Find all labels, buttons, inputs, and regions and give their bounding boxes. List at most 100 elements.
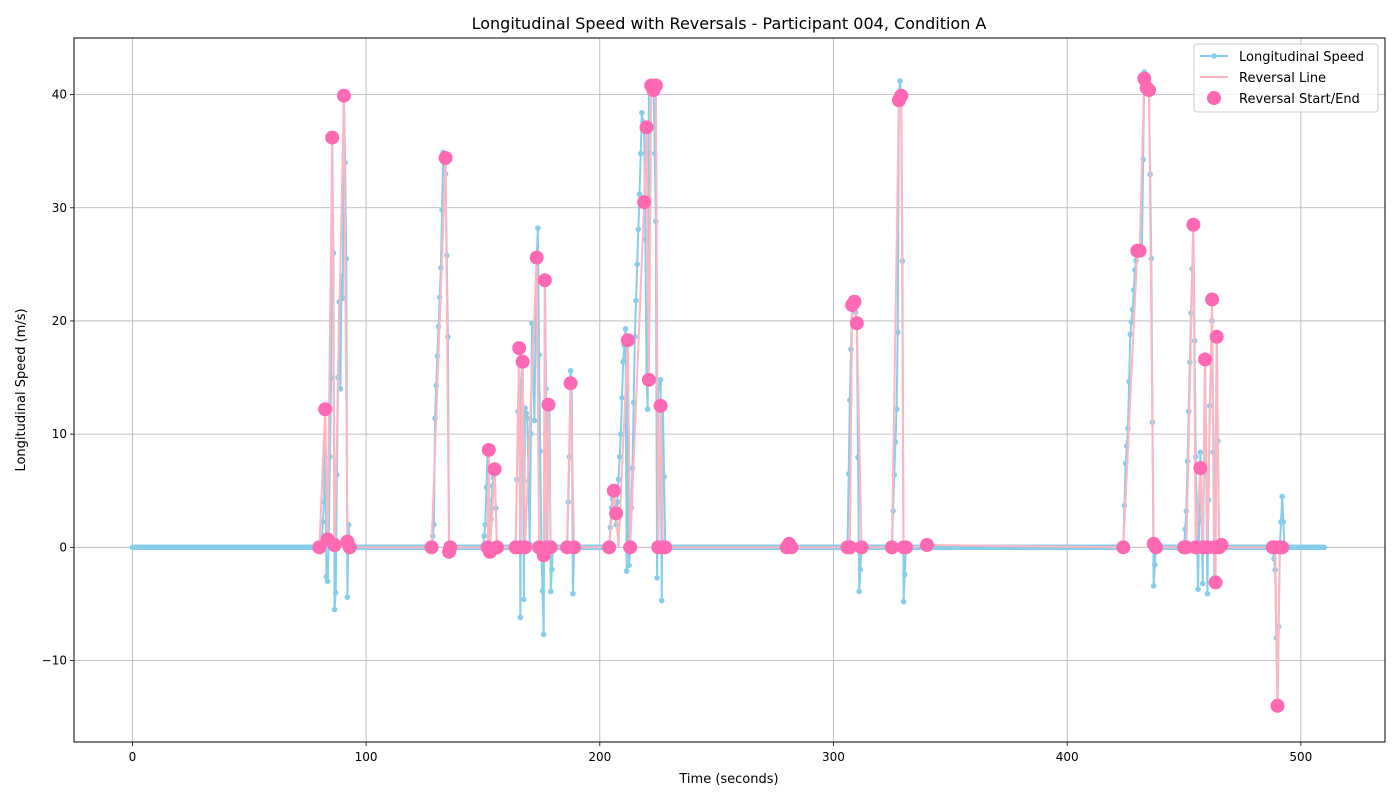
legend-reversal-line-label: Reversal Line (1239, 71, 1326, 86)
reversal-marker (602, 540, 617, 555)
speed-point (1150, 583, 1157, 589)
reversal-marker (620, 333, 635, 348)
speed-point (897, 78, 903, 84)
reversal-marker (1208, 575, 1223, 590)
reversal-marker (639, 120, 654, 135)
speed-point (339, 295, 346, 302)
x-tick-label: 0 (129, 750, 137, 764)
reversal-marker (1116, 540, 1131, 555)
speed-point (1204, 590, 1211, 597)
reversal-marker (325, 130, 340, 145)
legend-reversal-marker-swatch (1207, 91, 1221, 105)
reversal-marker (489, 540, 504, 555)
speed-point (635, 226, 642, 233)
reversal-marker (653, 398, 668, 413)
y-axis-label: Longitudinal Speed (m/s) (14, 308, 29, 471)
speed-point (481, 533, 487, 539)
speed-point (622, 326, 629, 332)
speed-point (856, 588, 862, 595)
legend-speed-swatch-marker (1211, 53, 1217, 59)
y-tick-label: −10 (42, 654, 67, 668)
x-tick-label: 300 (822, 750, 845, 764)
speed-point (618, 431, 624, 437)
x-axis-label: Time (seconds) (678, 772, 778, 787)
reversal-marker (842, 540, 857, 555)
speed-point (549, 566, 555, 573)
speed-point (626, 562, 632, 569)
reversal-marker (1214, 538, 1229, 553)
reversal-marker (563, 376, 578, 391)
speed-point (324, 578, 331, 585)
speed-point (567, 367, 574, 374)
speed-point (894, 329, 901, 336)
speed-point (654, 575, 660, 581)
reversal-marker (481, 442, 496, 457)
reversal-marker (318, 402, 333, 417)
speed-point (623, 568, 630, 574)
speed-point (633, 297, 639, 304)
speed-point (1280, 519, 1287, 525)
speed-point (636, 191, 643, 197)
reversal-marker (648, 78, 663, 93)
reversal-marker (854, 540, 869, 555)
speed-point (540, 631, 547, 638)
reversal-marker (424, 540, 439, 555)
reversal-marker (623, 540, 638, 555)
speed-point (321, 499, 327, 505)
y-tick-label: 10 (52, 427, 67, 441)
speed-point (482, 521, 489, 528)
legend: Longitudinal Speed Reversal Line Reversa… (1193, 43, 1379, 113)
reversal-marker (515, 354, 530, 369)
speed-point (1199, 580, 1206, 587)
reversal-marker (1198, 352, 1213, 367)
reversal-marker (1209, 329, 1224, 344)
reversal-marker (487, 462, 502, 477)
reversal-marker (342, 540, 357, 555)
reversal-marker (1186, 217, 1201, 232)
speed-point (893, 406, 900, 413)
reversal-marker (541, 397, 556, 412)
reversal-marker (658, 540, 673, 555)
speed-point (524, 415, 531, 422)
speed-point (900, 598, 907, 605)
speed-point (344, 594, 351, 600)
legend-reversal-marker-label: Reversal Start/End (1239, 92, 1360, 107)
y-tick-label: 40 (52, 88, 67, 102)
speed-point (1321, 544, 1328, 551)
reversal-marker (1148, 540, 1163, 555)
speed-point (1195, 586, 1201, 593)
speed-point (901, 571, 908, 578)
axes-frame (73, 37, 1386, 743)
y-tick-label: 20 (52, 314, 67, 328)
reversal-marker (1193, 461, 1208, 476)
reversal-marker (327, 538, 342, 553)
speed-point (1127, 331, 1134, 338)
speed-point (323, 573, 330, 580)
speed-point (637, 150, 644, 157)
reversal-marker (637, 195, 652, 210)
speed-point (1197, 449, 1204, 456)
reversal-marker (884, 540, 899, 555)
reversal-marker (336, 88, 351, 103)
reversal-marker (784, 540, 799, 555)
speed-point (634, 261, 640, 268)
speed-point (620, 358, 626, 365)
reversal-marker (894, 88, 909, 103)
reversal-marker (898, 540, 913, 555)
reversal-marker (641, 372, 656, 387)
speed-point (547, 588, 554, 595)
speed-point (521, 596, 527, 603)
x-tick-label: 400 (1056, 750, 1079, 764)
x-tick-label: 100 (355, 750, 378, 764)
x-tick-label: 500 (1289, 750, 1312, 764)
speed-point (657, 377, 664, 383)
reversal-marker (543, 540, 558, 555)
speed-point (615, 476, 622, 483)
speed-point (1279, 493, 1285, 500)
reversal-marker (567, 540, 582, 555)
reversal-marker (537, 273, 552, 288)
reversal-marker (609, 506, 624, 521)
speed-point (639, 109, 645, 116)
reversal-marker (1132, 243, 1147, 258)
speed-point (616, 453, 623, 460)
